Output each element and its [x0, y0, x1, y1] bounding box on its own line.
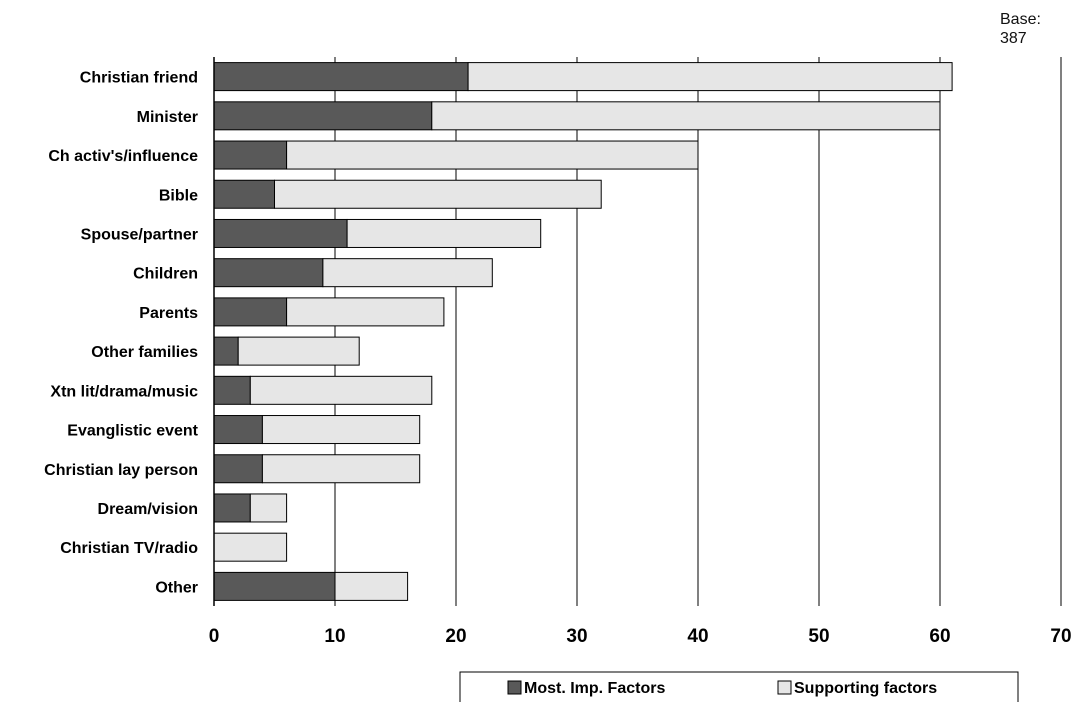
base-label: Base: — [1000, 11, 1041, 28]
x-tick-label: 20 — [445, 626, 466, 647]
bar-supporting — [334, 571, 409, 601]
bar-supporting — [249, 375, 433, 405]
x-tick-label: 10 — [324, 626, 345, 647]
x-tick-label: 50 — [808, 626, 829, 647]
category-label: Dream/vision — [98, 501, 198, 518]
bar-most-important — [213, 218, 348, 248]
x-tick-label: 0 — [209, 626, 220, 647]
bar-most-important — [213, 258, 324, 288]
category-label: Ch activ's/influence — [48, 148, 198, 165]
bar-most-important — [213, 493, 251, 523]
bar-supporting — [237, 336, 360, 366]
x-tick-label: 70 — [1050, 626, 1071, 647]
x-tick-label: 60 — [929, 626, 950, 647]
bar-most-important — [213, 415, 263, 445]
bar-most-important — [213, 101, 433, 131]
legend-swatch-most-important — [507, 680, 522, 695]
category-label: Spouse/partner — [81, 226, 198, 243]
base-note: Base: 387 — [1000, 10, 1041, 48]
category-label: Christian friend — [80, 70, 198, 87]
x-tick-label: 30 — [566, 626, 587, 647]
bar-most-important — [213, 179, 275, 209]
category-label: Evanglistic event — [67, 423, 198, 440]
bar-most-important — [213, 62, 469, 92]
category-label: Bible — [159, 187, 198, 204]
bar-most-important — [213, 140, 288, 170]
bar-most-important — [213, 375, 251, 405]
legend-label-supporting: Supporting factors — [794, 680, 937, 697]
bar-supporting — [261, 454, 421, 484]
category-label: Other families — [91, 344, 198, 361]
bar-supporting — [346, 218, 542, 248]
bar-most-important — [213, 297, 288, 327]
category-label: Christian TV/radio — [60, 540, 198, 557]
bar-supporting — [286, 297, 445, 327]
bar-most-important — [213, 571, 336, 601]
bar-most-important — [213, 454, 263, 484]
bar-supporting — [261, 415, 421, 445]
legend-swatch-supporting — [777, 680, 792, 695]
legend-label-most-important: Most. Imp. Factors — [524, 680, 665, 697]
bar-supporting — [431, 101, 941, 131]
category-label: Xtn lit/drama/music — [50, 383, 198, 400]
base-value: 387 — [1000, 30, 1027, 47]
category-label: Minister — [137, 109, 198, 126]
category-label: Parents — [139, 305, 198, 322]
bar-supporting — [274, 179, 602, 209]
bar-supporting — [213, 532, 288, 562]
x-tick-label: 40 — [687, 626, 708, 647]
category-label: Other — [155, 579, 198, 596]
bar-supporting — [322, 258, 493, 288]
category-label: Children — [133, 266, 198, 283]
legend-box — [459, 671, 1019, 702]
category-label: Christian lay person — [44, 462, 198, 479]
bar-supporting — [249, 493, 288, 523]
bar-most-important — [213, 336, 239, 366]
bar-supporting — [286, 140, 699, 170]
bar-supporting — [467, 62, 953, 92]
